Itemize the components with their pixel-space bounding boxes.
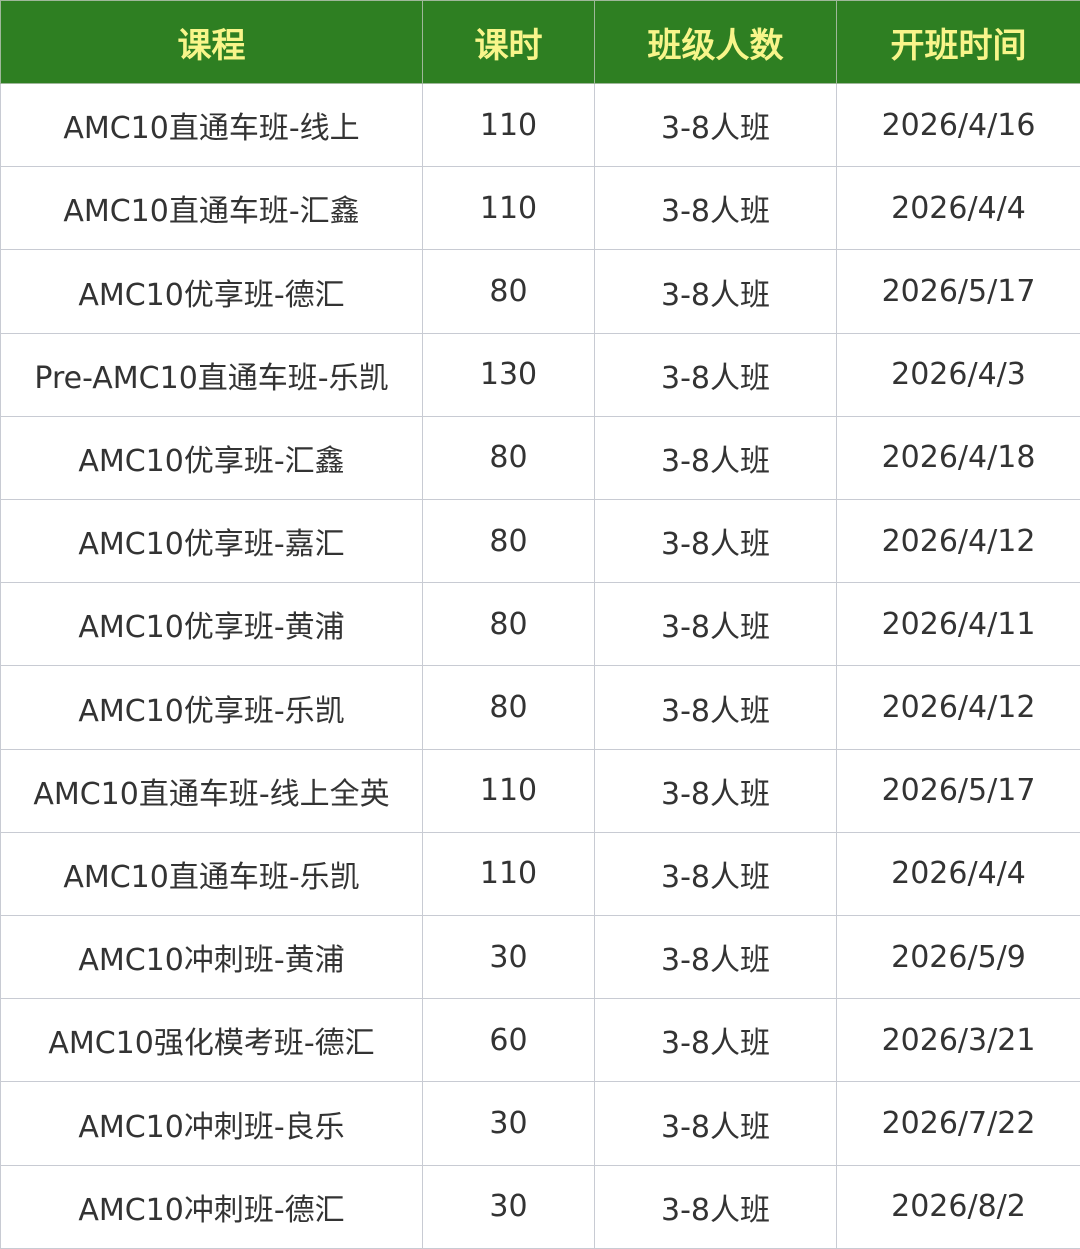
class-size-cell: 3-8人班 xyxy=(594,415,837,501)
start-date-cell: 2026/4/11 xyxy=(836,582,1080,667)
start-date-cell: 2026/7/22 xyxy=(836,1081,1080,1166)
start-date-cell: 2026/4/4 xyxy=(836,166,1080,251)
class-size-cell: 3-8人班 xyxy=(594,499,837,584)
start-date-cell: 2026/5/17 xyxy=(836,249,1080,334)
table-row: AMC10直通车班-线上全英 110 3-8人班 2026/5/17 xyxy=(0,748,1080,833)
course-cell: AMC10直通车班-线上 xyxy=(0,82,423,168)
hours-cell: 80 xyxy=(422,415,595,501)
table-row: AMC10强化模考班-德汇 60 3-8人班 2026/3/21 xyxy=(0,998,1080,1083)
course-cell: AMC10冲刺班-良乐 xyxy=(0,1081,423,1166)
header-course: 课程 xyxy=(0,0,423,84)
header-row: 课程 课时 班级人数 开班时间 xyxy=(0,0,1080,84)
course-cell: AMC10优享班-汇鑫 xyxy=(0,415,423,501)
header-start-date: 开班时间 xyxy=(836,0,1080,84)
class-size-cell: 3-8人班 xyxy=(594,748,837,833)
start-date-cell: 2026/3/21 xyxy=(836,998,1080,1083)
table-row: AMC10冲刺班-良乐 30 3-8人班 2026/7/22 xyxy=(0,1081,1080,1166)
course-cell: AMC10冲刺班-黄浦 xyxy=(0,915,423,1000)
course-cell: AMC10优享班-嘉汇 xyxy=(0,499,423,584)
class-size-cell: 3-8人班 xyxy=(594,665,837,750)
class-size-cell: 3-8人班 xyxy=(594,915,837,1000)
table-row: AMC10冲刺班-黄浦 30 3-8人班 2026/5/9 xyxy=(0,915,1080,1000)
hours-cell: 30 xyxy=(422,1081,595,1166)
start-date-cell: 2026/4/12 xyxy=(836,499,1080,584)
hours-cell: 80 xyxy=(422,249,595,334)
header-class-size: 班级人数 xyxy=(594,0,837,84)
class-size-cell: 3-8人班 xyxy=(594,82,837,168)
table-row: AMC10优享班-汇鑫 80 3-8人班 2026/4/18 xyxy=(0,415,1080,501)
hours-cell: 130 xyxy=(422,332,595,417)
course-cell: AMC10强化模考班-德汇 xyxy=(0,998,423,1083)
course-cell: AMC10直通车班-乐凯 xyxy=(0,831,423,917)
table-row: AMC10冲刺班-德汇 30 3-8人班 2026/8/2 xyxy=(0,1164,1080,1249)
course-cell: AMC10直通车班-汇鑫 xyxy=(0,166,423,251)
hours-cell: 80 xyxy=(422,665,595,750)
class-size-cell: 3-8人班 xyxy=(594,1081,837,1166)
course-cell: Pre-AMC10直通车班-乐凯 xyxy=(0,332,423,417)
table-row: AMC10直通车班-乐凯 110 3-8人班 2026/4/4 xyxy=(0,831,1080,917)
course-cell: AMC10优享班-德汇 xyxy=(0,249,423,334)
hours-cell: 30 xyxy=(422,1164,595,1249)
class-size-cell: 3-8人班 xyxy=(594,582,837,667)
start-date-cell: 2026/5/17 xyxy=(836,748,1080,833)
course-cell: AMC10优享班-乐凯 xyxy=(0,665,423,750)
start-date-cell: 2026/8/2 xyxy=(836,1164,1080,1249)
class-size-cell: 3-8人班 xyxy=(594,166,837,251)
hours-cell: 110 xyxy=(422,82,595,168)
class-size-cell: 3-8人班 xyxy=(594,831,837,917)
table-row: AMC10优享班-德汇 80 3-8人班 2026/5/17 xyxy=(0,249,1080,334)
hours-cell: 80 xyxy=(422,499,595,584)
table-row: AMC10优享班-乐凯 80 3-8人班 2026/4/12 xyxy=(0,665,1080,750)
start-date-cell: 2026/4/18 xyxy=(836,415,1080,501)
hours-cell: 110 xyxy=(422,748,595,833)
hours-cell: 80 xyxy=(422,582,595,667)
start-date-cell: 2026/4/4 xyxy=(836,831,1080,917)
class-size-cell: 3-8人班 xyxy=(594,249,837,334)
class-size-cell: 3-8人班 xyxy=(594,998,837,1083)
start-date-cell: 2026/5/9 xyxy=(836,915,1080,1000)
hours-cell: 110 xyxy=(422,166,595,251)
table-row: Pre-AMC10直通车班-乐凯 130 3-8人班 2026/4/3 xyxy=(0,332,1080,417)
start-date-cell: 2026/4/12 xyxy=(836,665,1080,750)
hours-cell: 60 xyxy=(422,998,595,1083)
start-date-cell: 2026/4/3 xyxy=(836,332,1080,417)
course-cell: AMC10直通车班-线上全英 xyxy=(0,748,423,833)
table-row: AMC10直通车班-汇鑫 110 3-8人班 2026/4/4 xyxy=(0,166,1080,251)
header-hours: 课时 xyxy=(422,0,595,84)
course-cell: AMC10优享班-黄浦 xyxy=(0,582,423,667)
class-size-cell: 3-8人班 xyxy=(594,332,837,417)
hours-cell: 30 xyxy=(422,915,595,1000)
course-cell: AMC10冲刺班-德汇 xyxy=(0,1164,423,1249)
table-row: AMC10直通车班-线上 110 3-8人班 2026/4/16 xyxy=(0,82,1080,168)
hours-cell: 110 xyxy=(422,831,595,917)
table-row: AMC10优享班-嘉汇 80 3-8人班 2026/4/12 xyxy=(0,499,1080,584)
start-date-cell: 2026/4/16 xyxy=(836,82,1080,168)
class-size-cell: 3-8人班 xyxy=(594,1164,837,1249)
table-row: AMC10优享班-黄浦 80 3-8人班 2026/4/11 xyxy=(0,582,1080,667)
